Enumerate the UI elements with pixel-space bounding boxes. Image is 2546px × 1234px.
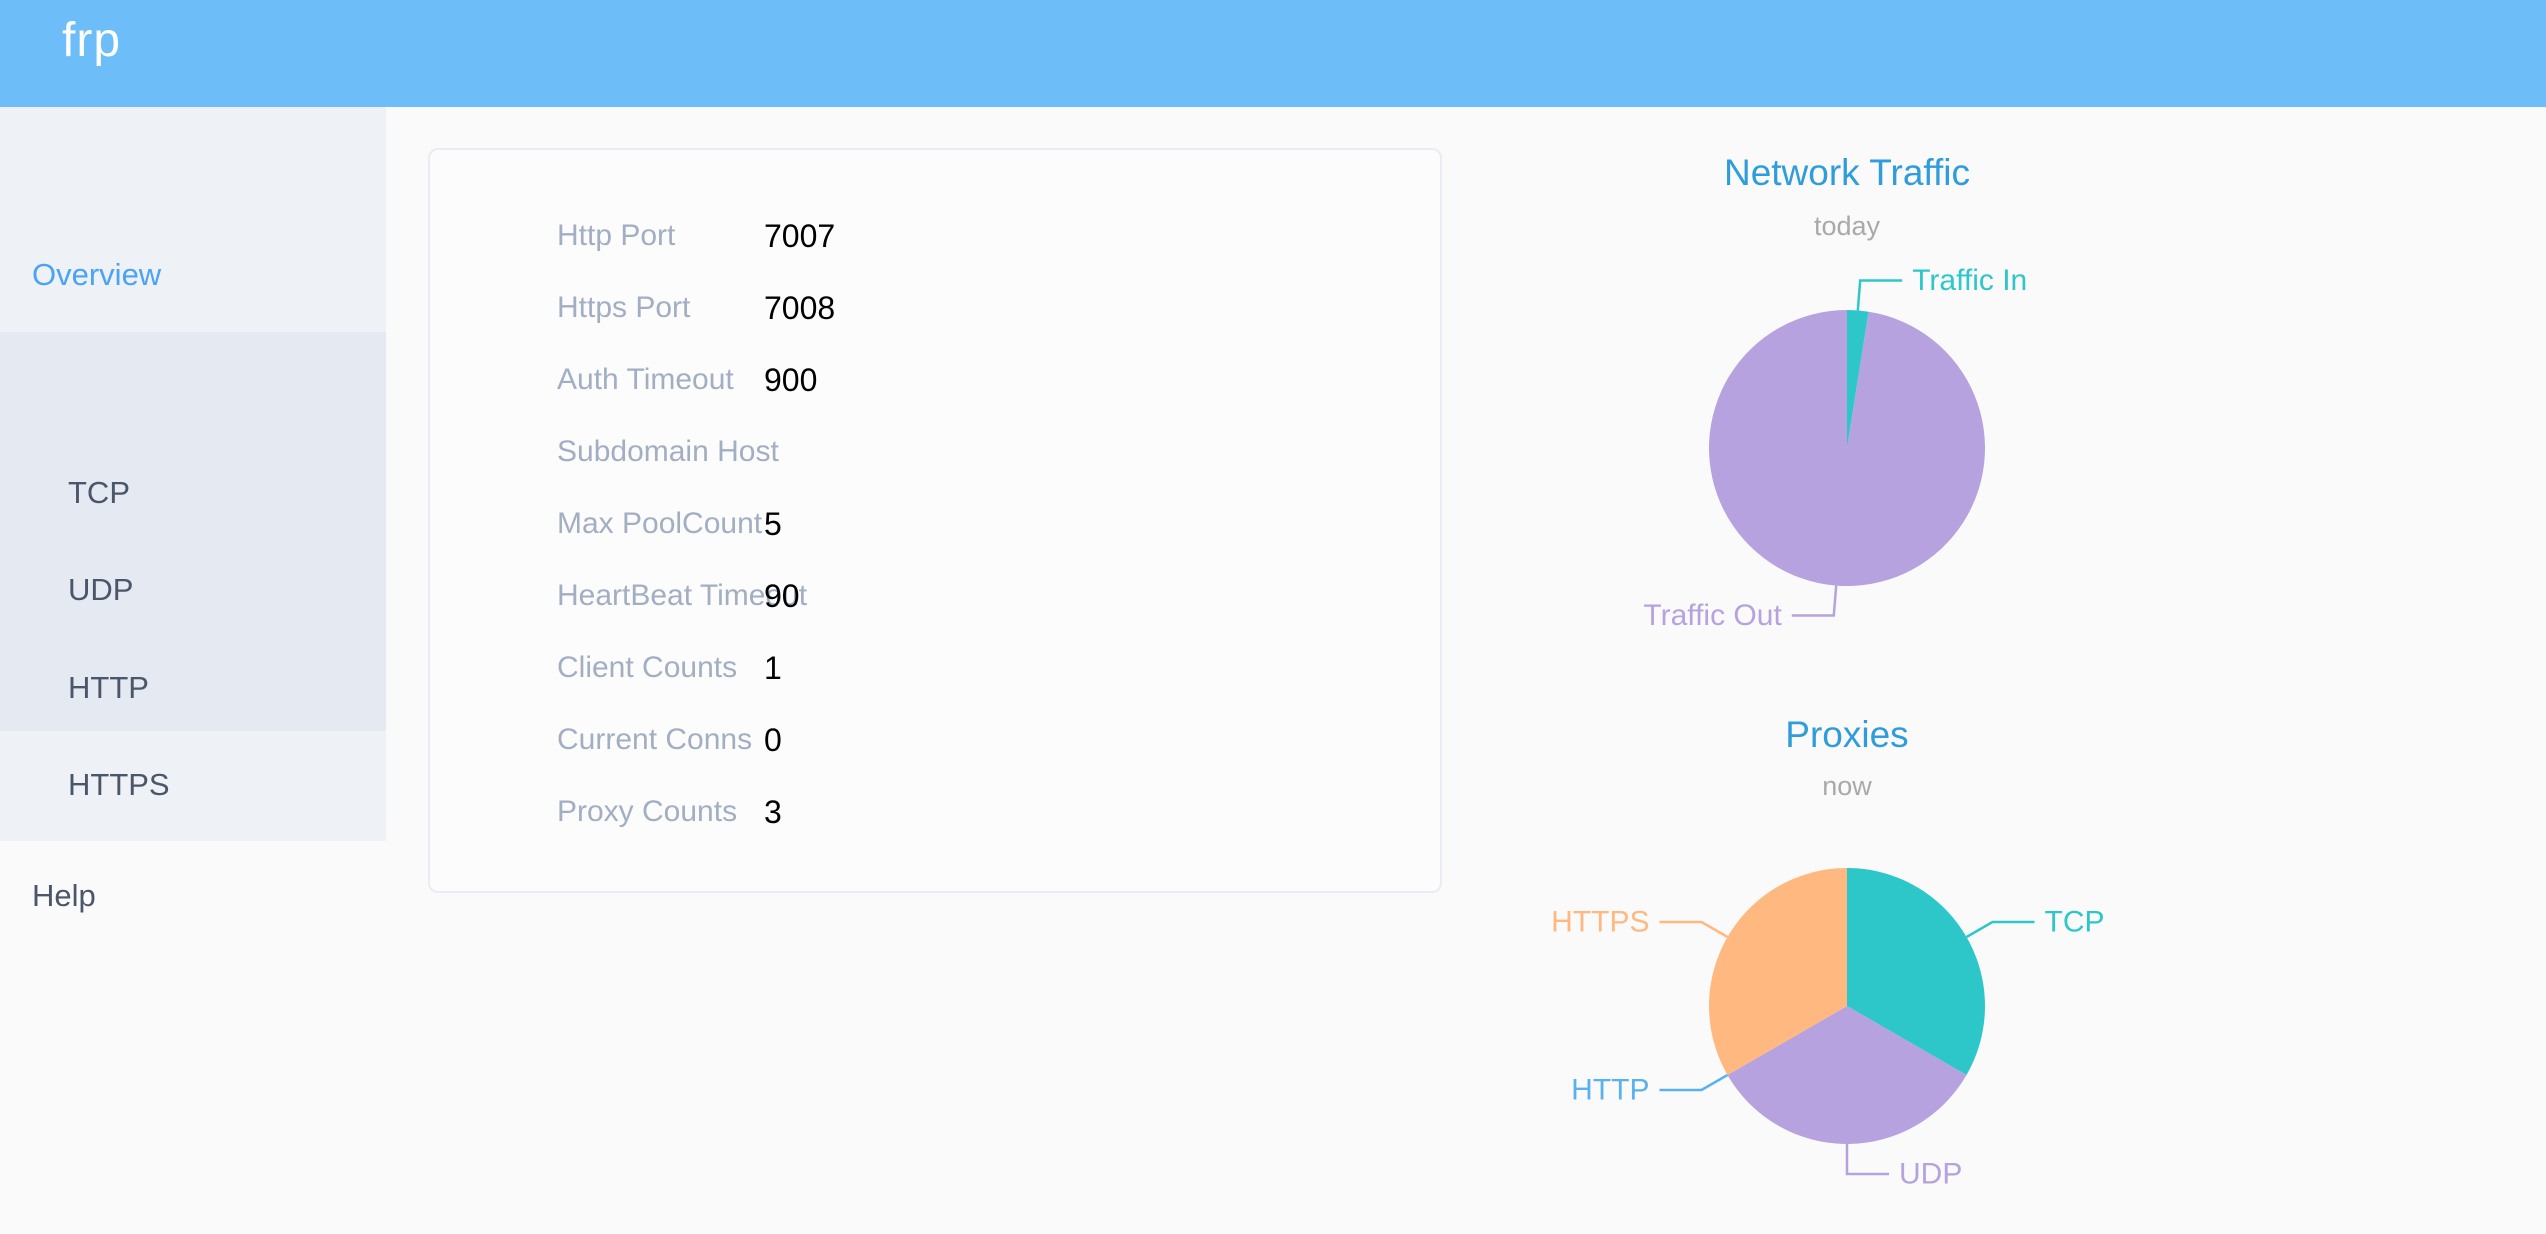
info-row: Proxy Counts 3 [430, 776, 1440, 848]
sidebar: Overview Proxies TCP UDP HTTP HTTPS Help [0, 107, 386, 913]
sidebar-item-label: UDP [68, 572, 134, 607]
chart-title-proxies: Proxies [1785, 714, 1909, 755]
app-header: frp [0, 0, 2546, 107]
server-info-card: Http Port 7007 Https Port 7008 Auth Timeout 9… [428, 148, 1442, 893]
pie-label-line-https [1659, 920, 1729, 939]
info-label: Proxy Counts [557, 795, 738, 828]
pie-label-line-traffic-out [1791, 585, 1838, 617]
info-row: Https Port 7008 [430, 272, 1440, 344]
info-row: Subdomain Host [430, 416, 1440, 488]
pie-label-https: HTTPS [1551, 906, 1649, 939]
chart-title-network-traffic: Network Traffic [1723, 152, 1971, 193]
info-label: Auth Timeout [557, 363, 734, 396]
pie-label-tcp: TCP [2045, 906, 2105, 939]
info-value: 90 [764, 577, 800, 614]
proxies-submenu: TCP UDP HTTP HTTPS [0, 332, 386, 802]
info-label: HeartBeat Timeout [557, 579, 808, 612]
pie-label-line-http [1659, 1073, 1729, 1092]
pie-slice-traffic-in [1847, 310, 1869, 448]
sidebar-item-label: Overview [32, 257, 162, 292]
pie-label-traffic-in: Traffic In [1912, 264, 2027, 297]
sidebar-item-label: HTTPS [68, 767, 170, 802]
pie-slice-https [1709, 868, 1847, 1075]
info-label: Subdomain Host [557, 435, 779, 468]
app-logo: frp [62, 14, 122, 67]
info-value: 7007 [764, 217, 836, 254]
pie-slice-traffic-out [1709, 310, 1986, 586]
sidebar-item-help[interactable]: Help [0, 858, 386, 934]
sidebar-item-label: Help [32, 878, 96, 913]
info-value: 900 [764, 361, 818, 398]
chart-subtitle-proxies: now [1822, 771, 1872, 801]
pie-label-line-udp [1845, 1144, 1889, 1176]
sidebar-item-overview[interactable]: Overview [0, 237, 386, 313]
pie-label-udp: UDP [1899, 1158, 1962, 1191]
info-row: HeartBeat Timeout 90 [430, 560, 1440, 632]
info-row: Auth Timeout 900 [430, 344, 1440, 416]
info-row: Http Port 7007 [430, 200, 1440, 272]
info-value: 1 [764, 649, 782, 686]
sidebar-item-https[interactable]: HTTPS [0, 749, 386, 821]
pie-label-line-traffic-in [1856, 279, 1903, 311]
info-row: Client Counts 1 [430, 632, 1440, 704]
pie-slice-tcp [1847, 868, 1985, 1075]
info-label: Current Conns [557, 723, 753, 756]
pie-label-traffic-out: Traffic Out [1643, 599, 1782, 632]
sidebar-item-tcp[interactable]: TCP [0, 457, 386, 529]
sidebar-item-http[interactable]: HTTP [0, 652, 386, 724]
info-label: Http Port [557, 219, 676, 252]
info-value: 7008 [764, 289, 836, 326]
info-label: Max PoolCount [557, 507, 763, 540]
info-value: 0 [764, 721, 782, 758]
info-row: Current Conns 0 [430, 704, 1440, 776]
info-label: Client Counts [557, 651, 738, 684]
network-traffic-pie-chart: Traffic In Traffic Out [1643, 264, 2027, 632]
info-value: 3 [764, 793, 782, 830]
server-info-rows: Http Port 7007 Https Port 7008 Auth Timeout 9… [430, 200, 1440, 848]
info-label: Https Port [557, 291, 691, 324]
pie-slice-udp [1727, 1006, 1967, 1144]
sidebar-item-label: TCP [68, 475, 130, 510]
sidebar-item-label: HTTP [68, 670, 149, 705]
proxies-pie-chart: TCP UDP HTTP HTTPS [1551, 868, 2105, 1191]
pie-label-line-tcp [1965, 920, 2035, 939]
sidebar-item-udp[interactable]: UDP [0, 554, 386, 626]
info-value: 5 [764, 505, 782, 542]
chart-subtitle-network-traffic: today [1813, 211, 1881, 241]
pie-label-http: HTTP [1571, 1074, 1649, 1107]
info-row: Max PoolCount 5 [430, 488, 1440, 560]
